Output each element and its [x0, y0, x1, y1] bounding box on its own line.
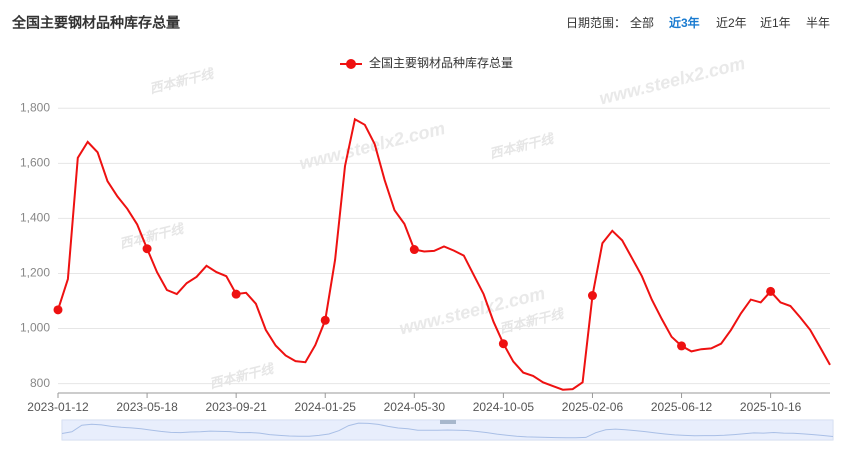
watermarks: www.steelx2.comwww.steelx2.comwww.steelx… [118, 53, 747, 391]
x-tick-label: 2025-06-12 [651, 400, 713, 414]
x-tick-label: 2024-01-25 [295, 400, 357, 414]
y-tick-label: 1,000 [20, 321, 50, 335]
series-marker [498, 339, 508, 349]
watermark-logo: 西本新干线 [118, 220, 187, 251]
series-marker [320, 315, 330, 325]
watermark-logo: 西本新干线 [148, 65, 217, 96]
legend-label: 全国主要钢材品种库存总量 [369, 55, 513, 70]
date-range-option[interactable]: 近2年 [716, 16, 747, 30]
series-marker [677, 341, 687, 351]
watermark: www.steelx2.com [597, 53, 747, 109]
date-range-option[interactable]: 半年 [806, 16, 830, 30]
date-range-option[interactable]: 近3年 [669, 15, 700, 30]
legend: 全国主要钢材品种库存总量 [340, 55, 513, 70]
y-tick-label: 1,200 [20, 266, 50, 280]
series-marker [231, 289, 241, 299]
data-zoom-handle[interactable] [440, 420, 456, 424]
y-tick-label: 1,800 [20, 100, 50, 114]
watermark: www.steelx2.com [297, 118, 447, 174]
series-marker [142, 244, 152, 254]
y-tick-label: 800 [30, 376, 50, 390]
watermark-logo: 西本新干线 [488, 130, 557, 161]
date-range-label: 日期范围： [566, 16, 626, 30]
date-range-option[interactable]: 近1年 [760, 16, 791, 30]
x-tick-label: 2025-02-06 [562, 400, 624, 414]
chart-title: 全国主要钢材品种库存总量 [11, 15, 180, 31]
date-range-option[interactable]: 全部 [630, 15, 654, 30]
y-tick-label: 1,400 [20, 211, 50, 225]
date-range: 日期范围： 全部 近3年 近2年 近1年 半年 [566, 15, 830, 30]
y-tick-label: 1,600 [20, 156, 50, 170]
data-zoom-line [61, 422, 834, 439]
x-tick-label: 2024-10-05 [473, 400, 535, 414]
series-marker [587, 291, 597, 301]
legend-marker [346, 59, 356, 69]
series-marker [53, 305, 63, 315]
x-tick-label: 2023-09-21 [205, 400, 267, 414]
x-tick-label: 2025-10-16 [740, 400, 802, 414]
series-marker [409, 245, 419, 255]
x-tick-label: 2024-05-30 [384, 400, 446, 414]
x-tick-label: 2023-01-12 [27, 400, 89, 414]
series-marker [766, 286, 776, 296]
x-tick-label: 2023-05-18 [116, 400, 178, 414]
watermark-logo: 西本新干线 [208, 360, 277, 391]
series-line [57, 117, 831, 391]
